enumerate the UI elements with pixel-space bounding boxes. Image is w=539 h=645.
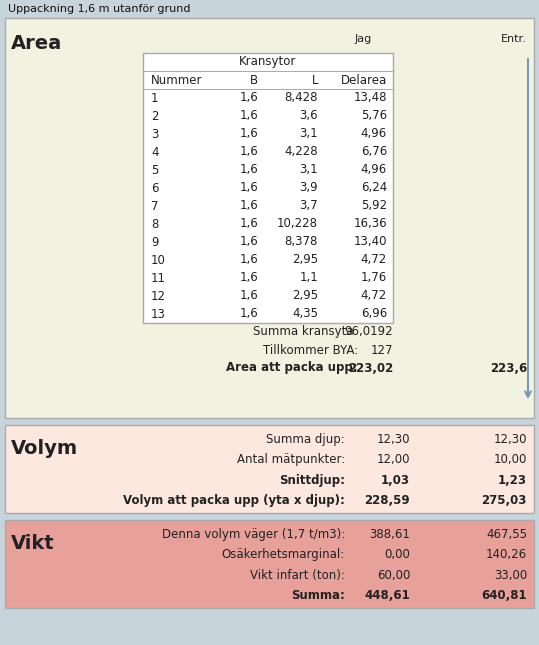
Text: 8,428: 8,428 (285, 92, 318, 104)
Text: Summa djup:: Summa djup: (266, 433, 345, 446)
Text: Vikt: Vikt (11, 534, 54, 553)
Text: 5: 5 (151, 163, 158, 177)
Text: 228,59: 228,59 (364, 494, 410, 507)
Text: 12,30: 12,30 (494, 433, 527, 446)
Text: 33,00: 33,00 (494, 569, 527, 582)
Text: B: B (250, 74, 258, 86)
Text: Volym att packa upp (yta x djup):: Volym att packa upp (yta x djup): (123, 494, 345, 507)
Bar (5, 425, 534, 513)
Text: Osäkerhetsmarginal:: Osäkerhetsmarginal: (222, 548, 345, 561)
Text: Uppackning 1,6 m utanför grund: Uppackning 1,6 m utanför grund (8, 4, 190, 14)
Text: 1,6: 1,6 (239, 146, 258, 159)
Text: 1,76: 1,76 (361, 272, 387, 284)
Text: Vikt infart (ton):: Vikt infart (ton): (250, 569, 345, 582)
Text: 10: 10 (151, 253, 166, 266)
Text: 6: 6 (151, 181, 158, 195)
Text: 223,6: 223,6 (490, 361, 527, 375)
Text: Area att packa upp:: Area att packa upp: (226, 361, 358, 375)
Text: 9: 9 (151, 235, 158, 248)
Bar (143, 53, 393, 323)
Text: 1,6: 1,6 (239, 199, 258, 212)
Text: 140,26: 140,26 (486, 548, 527, 561)
Text: 2,95: 2,95 (292, 253, 318, 266)
Text: 13,40: 13,40 (354, 235, 387, 248)
Text: Tillkommer BYA:: Tillkommer BYA: (263, 344, 358, 357)
Text: 12: 12 (151, 290, 166, 303)
Bar (5, 520, 534, 608)
Text: 1,6: 1,6 (239, 253, 258, 266)
Text: 6,96: 6,96 (361, 308, 387, 321)
Text: 275,03: 275,03 (482, 494, 527, 507)
Text: 10,228: 10,228 (277, 217, 318, 230)
Text: 388,61: 388,61 (369, 528, 410, 541)
Text: Summa kransyta:: Summa kransyta: (253, 326, 358, 339)
Text: Delarea: Delarea (341, 74, 387, 86)
Text: 8,378: 8,378 (285, 235, 318, 248)
Text: 1,6: 1,6 (239, 163, 258, 177)
Bar (5, 18, 534, 418)
Text: 1,23: 1,23 (498, 474, 527, 487)
Text: 4,96: 4,96 (361, 163, 387, 177)
Text: 1: 1 (151, 92, 158, 104)
Text: Entr.: Entr. (501, 34, 527, 44)
Text: 448,61: 448,61 (364, 590, 410, 602)
Text: 1,6: 1,6 (239, 217, 258, 230)
Text: 12,00: 12,00 (377, 453, 410, 466)
Text: 11: 11 (151, 272, 166, 284)
Text: 12,30: 12,30 (377, 433, 410, 446)
Text: 6,76: 6,76 (361, 146, 387, 159)
Text: 1,6: 1,6 (239, 128, 258, 141)
Text: 3,7: 3,7 (299, 199, 318, 212)
Text: 467,55: 467,55 (486, 528, 527, 541)
Text: 1,6: 1,6 (239, 181, 258, 195)
Text: Jag: Jag (354, 34, 371, 44)
Text: 1,6: 1,6 (239, 272, 258, 284)
Text: 60,00: 60,00 (377, 569, 410, 582)
Text: 2: 2 (151, 110, 158, 123)
Text: 127: 127 (370, 344, 393, 357)
Text: 1,6: 1,6 (239, 308, 258, 321)
Text: Antal mätpunkter:: Antal mätpunkter: (237, 453, 345, 466)
Text: 6,24: 6,24 (361, 181, 387, 195)
Text: Area: Area (11, 34, 62, 53)
Text: Snittdjup:: Snittdjup: (279, 474, 345, 487)
Text: 7: 7 (151, 199, 158, 212)
Text: 0,00: 0,00 (384, 548, 410, 561)
Text: 3: 3 (151, 128, 158, 141)
Text: 640,81: 640,81 (481, 590, 527, 602)
Text: 4,228: 4,228 (285, 146, 318, 159)
Text: 3,9: 3,9 (299, 181, 318, 195)
Text: 1,6: 1,6 (239, 110, 258, 123)
Text: Nummer: Nummer (151, 74, 203, 86)
Text: 223,02: 223,02 (348, 361, 393, 375)
Text: Kransytor: Kransytor (239, 55, 296, 68)
Text: 1,6: 1,6 (239, 92, 258, 104)
Text: 10,00: 10,00 (494, 453, 527, 466)
Text: 4,72: 4,72 (361, 290, 387, 303)
Text: Summa:: Summa: (291, 590, 345, 602)
Text: 96,0192: 96,0192 (344, 326, 393, 339)
Text: 1,03: 1,03 (381, 474, 410, 487)
Text: 5,92: 5,92 (361, 199, 387, 212)
Text: L: L (312, 74, 318, 86)
Text: 3,6: 3,6 (299, 110, 318, 123)
Text: 13,48: 13,48 (354, 92, 387, 104)
Text: 4,96: 4,96 (361, 128, 387, 141)
Text: Volym: Volym (11, 439, 78, 458)
Text: 4: 4 (151, 146, 158, 159)
Text: 16,36: 16,36 (354, 217, 387, 230)
Text: 5,76: 5,76 (361, 110, 387, 123)
Text: 3,1: 3,1 (299, 128, 318, 141)
Text: 4,72: 4,72 (361, 253, 387, 266)
Text: 4,35: 4,35 (292, 308, 318, 321)
Text: 1,6: 1,6 (239, 290, 258, 303)
Text: 2,95: 2,95 (292, 290, 318, 303)
Text: 3,1: 3,1 (299, 163, 318, 177)
Text: 1,6: 1,6 (239, 235, 258, 248)
Text: 8: 8 (151, 217, 158, 230)
Text: 13: 13 (151, 308, 166, 321)
Text: 1,1: 1,1 (299, 272, 318, 284)
Text: Denna volym väger (1,7 t/m3):: Denna volym väger (1,7 t/m3): (162, 528, 345, 541)
